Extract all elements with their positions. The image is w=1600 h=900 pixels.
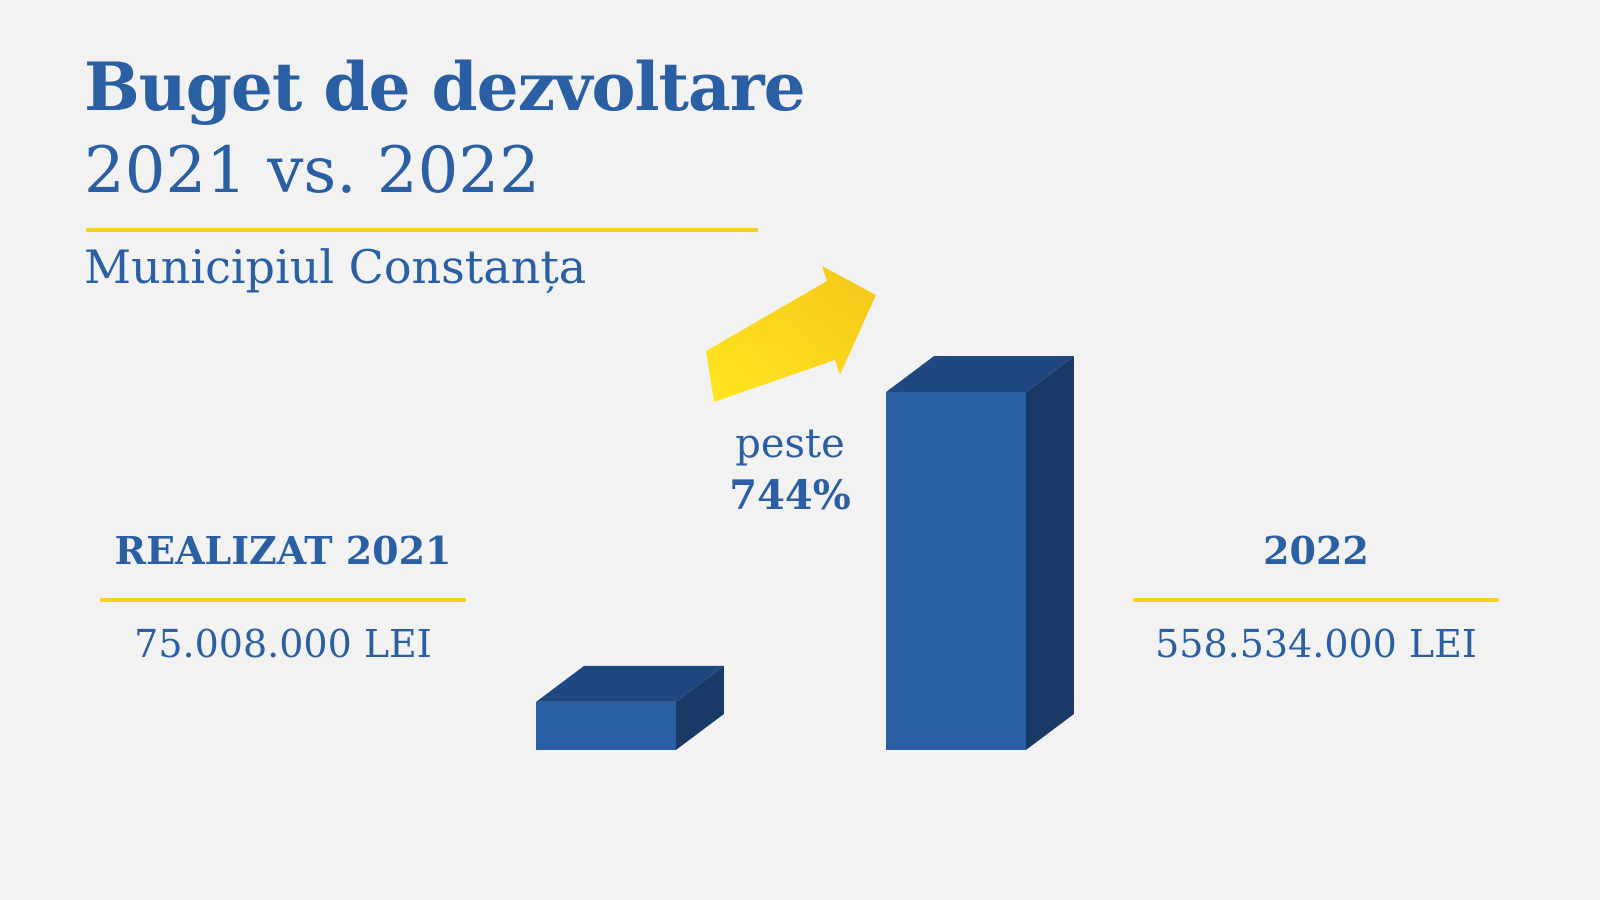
- category-label-2021: REALIZAT 2021: [114, 528, 452, 573]
- growth-annotation: peste 744%: [700, 418, 880, 522]
- bar-2022-top: [886, 356, 1074, 392]
- bar-2022-side: [1026, 356, 1074, 750]
- bar-2021: [536, 665, 724, 750]
- label-block-2022: 2022: [1133, 528, 1499, 573]
- municipality-name: Municipiul Constanța: [84, 240, 587, 294]
- arrow-up-right-icon: [706, 266, 876, 402]
- chart-subtitle: 2021 vs. 2022: [84, 134, 540, 208]
- bar-2022: [886, 356, 1074, 750]
- bar-2021-top: [536, 665, 724, 702]
- value-label-2021: 75.008.000 LEI: [134, 622, 432, 666]
- divider-2022: [1133, 598, 1499, 602]
- bar-2021-side: [676, 665, 724, 750]
- bar-2022-front: [886, 392, 1026, 750]
- divider-2021: [100, 598, 466, 602]
- growth-prefix: peste: [735, 421, 845, 467]
- chart-title: Buget de dezvoltare: [84, 48, 806, 126]
- growth-percentage: 744%: [729, 472, 851, 519]
- label-block-2021: REALIZAT 2021: [100, 528, 466, 573]
- category-label-2022: 2022: [1263, 528, 1369, 573]
- bar-2021-front: [536, 701, 676, 750]
- title-divider: [86, 228, 758, 232]
- value-label-2022: 558.534.000 LEI: [1155, 622, 1477, 666]
